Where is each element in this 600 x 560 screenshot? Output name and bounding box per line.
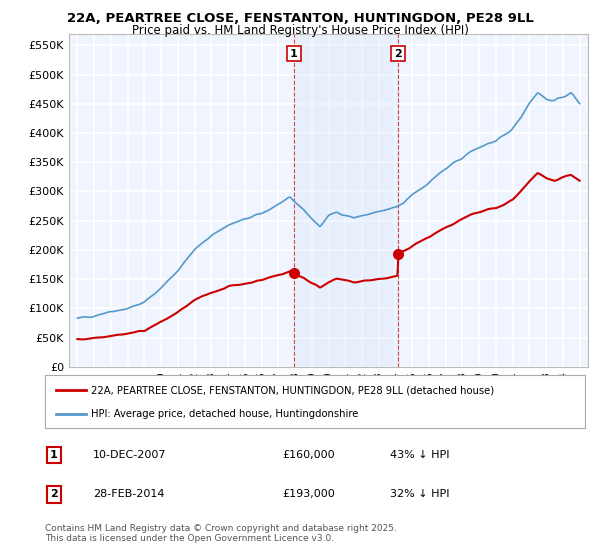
Bar bbox=[294, 34, 398, 367]
Text: 22A, PEARTREE CLOSE, FENSTANTON, HUNTINGDON, PE28 9LL (detached house): 22A, PEARTREE CLOSE, FENSTANTON, HUNTING… bbox=[91, 385, 494, 395]
Text: £160,000: £160,000 bbox=[282, 450, 335, 460]
Text: 10-DEC-2007: 10-DEC-2007 bbox=[93, 450, 167, 460]
Text: 43% ↓ HPI: 43% ↓ HPI bbox=[390, 450, 449, 460]
Text: 2: 2 bbox=[50, 489, 58, 499]
Text: 2: 2 bbox=[394, 49, 402, 59]
Text: 1: 1 bbox=[290, 49, 298, 59]
Text: 28-FEB-2014: 28-FEB-2014 bbox=[93, 489, 164, 499]
Text: HPI: Average price, detached house, Huntingdonshire: HPI: Average price, detached house, Hunt… bbox=[91, 408, 358, 418]
Text: £193,000: £193,000 bbox=[282, 489, 335, 499]
Text: 22A, PEARTREE CLOSE, FENSTANTON, HUNTINGDON, PE28 9LL: 22A, PEARTREE CLOSE, FENSTANTON, HUNTING… bbox=[67, 12, 533, 25]
Text: 32% ↓ HPI: 32% ↓ HPI bbox=[390, 489, 449, 499]
Text: Contains HM Land Registry data © Crown copyright and database right 2025.
This d: Contains HM Land Registry data © Crown c… bbox=[45, 524, 397, 543]
Text: 1: 1 bbox=[50, 450, 58, 460]
Text: Price paid vs. HM Land Registry's House Price Index (HPI): Price paid vs. HM Land Registry's House … bbox=[131, 24, 469, 36]
